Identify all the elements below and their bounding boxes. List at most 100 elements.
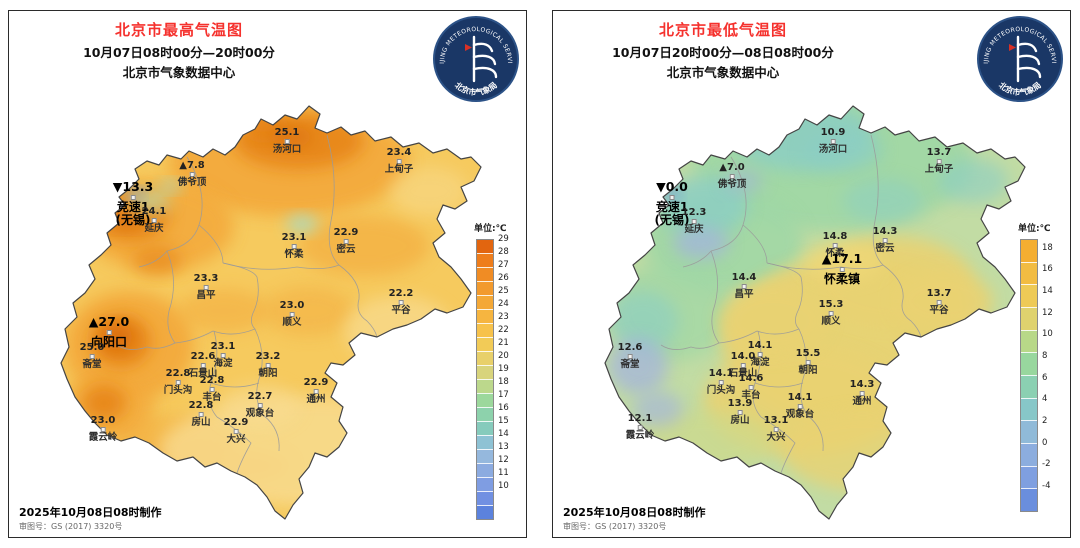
legend-color-cell [1021, 397, 1037, 421]
station-temperature-value: 13.7 [926, 288, 952, 299]
station-dot-icon [691, 219, 697, 224]
legend-color-cell [477, 477, 493, 491]
station-label: 14.3 密云 [873, 227, 898, 254]
made-timestamp: 2025年10月08日08时制作 [563, 506, 706, 519]
station-name: 斋堂 [82, 359, 102, 370]
legend-tick-label: 12 [1042, 307, 1053, 318]
station-label: 23.0 顺义 [280, 301, 305, 328]
station-label: 22.9 密云 [334, 228, 359, 255]
station-temperature-value: 25.0 [79, 342, 105, 353]
station-temperature-value: 23.1 [210, 341, 236, 352]
station-temperature-value: 25.1 [274, 127, 300, 138]
station-name: 竞速1 (无锡) [115, 199, 151, 227]
station-name: 佛爷顶 [177, 177, 207, 188]
panel-header: 北京市最高气温图 10月07日08时00分—20时00分 北京市气象数据中心 [39, 19, 319, 81]
station-label: ▲7.8 佛爷顶 [178, 161, 207, 188]
station-name: 密云 [336, 244, 356, 255]
legend-tick-label: 2 [1042, 416, 1048, 426]
station-temperature-value: 12.6 [617, 342, 643, 353]
legend-color-cell [477, 267, 493, 281]
station-temperature-value: 12.3 [681, 207, 707, 218]
station-label: 13.7 平谷 [927, 289, 952, 316]
station-label: 22.8 门头沟 [164, 369, 193, 396]
station-temperature-value: 13.1 [763, 415, 789, 426]
legend-color-cell [477, 323, 493, 337]
station-dot-icon [718, 380, 724, 385]
station-label: 14.0 石景山 [729, 352, 758, 379]
bms-logo: BEIJING METEOROLOGICAL SERVICE北京市气象局 [974, 10, 1064, 103]
legend-color-cell [1021, 488, 1037, 511]
legend-tick-label: 15 [498, 416, 509, 426]
station-name: 大兴 [766, 432, 786, 443]
station-name: 怀柔镇 [823, 271, 860, 286]
legend-tick-label: 10 [1042, 329, 1053, 340]
legend-tick-label: 16 [498, 403, 509, 413]
legend-tick-label: 17 [498, 390, 509, 400]
station-name: 大兴 [226, 434, 246, 445]
legend-color-cell [1021, 306, 1037, 330]
station-name: 上甸子 [384, 164, 414, 175]
legend-tick-label: 26 [498, 273, 509, 283]
station-temperature-value: ▼13.3 [112, 179, 154, 194]
data-source: 北京市气象数据中心 [122, 65, 236, 80]
legend-tick-label: 20 [498, 351, 509, 361]
station-dot-icon [729, 174, 735, 179]
station-temperature-value: 23.1 [281, 232, 307, 243]
legend-tick-label: 22 [498, 325, 509, 335]
legend-color-cell [477, 337, 493, 351]
station-label: 15.5 朝阳 [796, 349, 821, 376]
legend-color-cell [477, 351, 493, 365]
legend-unit-label: 单位:℃ [474, 224, 507, 234]
panel-max-temp: 北京市最高气温图 10月07日08时00分—20时00分 北京市气象数据中心 B… [8, 10, 527, 538]
legend-tick-label: -2 [1042, 459, 1051, 470]
station-temperature-value: 14.1 [787, 392, 813, 403]
time-range: 10月07日20时00分—08日08时00分 [612, 45, 834, 60]
station-label: 22.8 丰台 [200, 376, 225, 403]
legend-tick-label: 0 [1042, 437, 1048, 448]
station-label: 23.1 海淀 [211, 342, 236, 369]
station-dot-icon [100, 427, 106, 432]
station-name: 平谷 [391, 305, 411, 316]
station-dot-icon [343, 239, 349, 244]
station-label: 12.6 斋堂 [618, 343, 643, 370]
legend-color-cell [477, 407, 493, 421]
station-label: 13.1 大兴 [764, 416, 789, 443]
legend-tick-label: 14 [1042, 286, 1053, 296]
station-temperature-value: 14.6 [738, 373, 764, 384]
station-temperature-value: 14.1 [708, 368, 734, 379]
station-dot-icon [289, 312, 295, 317]
station-dot-icon [859, 391, 865, 396]
legend-color-cell [477, 295, 493, 309]
station-temperature-value: 14.3 [849, 379, 875, 390]
station-temperature-value: 22.2 [388, 288, 414, 299]
station-label: 14.1 海淀 [748, 341, 773, 368]
data-source: 北京市气象数据中心 [666, 65, 780, 80]
station-name: 门头沟 [163, 385, 193, 396]
station-dot-icon [797, 404, 803, 409]
legend-color-bar [476, 239, 494, 520]
station-label: 12.3 延庆 [682, 208, 707, 235]
station-temperature-value: 22.6 [190, 351, 216, 362]
legend-tick-label: 13 [498, 442, 509, 452]
bms-logo-image: BEIJING METEOROLOGICAL SERVICE北京市气象局 [430, 10, 519, 102]
legend-tick-label: 23 [498, 312, 509, 322]
station-label: 22.7 观象台 [246, 392, 275, 419]
legend-color-cell [1021, 240, 1037, 262]
station-name: 石景山 [728, 368, 758, 379]
station-temperature-value: 14.0 [730, 351, 756, 362]
station-label: 22.9 大兴 [224, 418, 249, 445]
station-temperature-value: 22.9 [333, 227, 359, 238]
station-label: 22.8 房山 [189, 401, 214, 428]
legend-unit-label: 单位:℃ [1018, 224, 1051, 234]
station-dot-icon [830, 139, 836, 144]
station-dot-icon [233, 429, 239, 434]
station-label: 14.1 门头沟 [707, 369, 736, 396]
station-label: 22.6 石景山 [189, 352, 218, 379]
legend-tick-label: 14 [498, 429, 509, 439]
station-label: 22.9 通州 [304, 378, 329, 405]
station-dot-icon [175, 380, 181, 385]
station-dot-icon [757, 352, 763, 357]
station-dot-icon [265, 363, 271, 368]
station-dot-icon [203, 285, 209, 290]
station-name: 海淀 [750, 357, 770, 368]
